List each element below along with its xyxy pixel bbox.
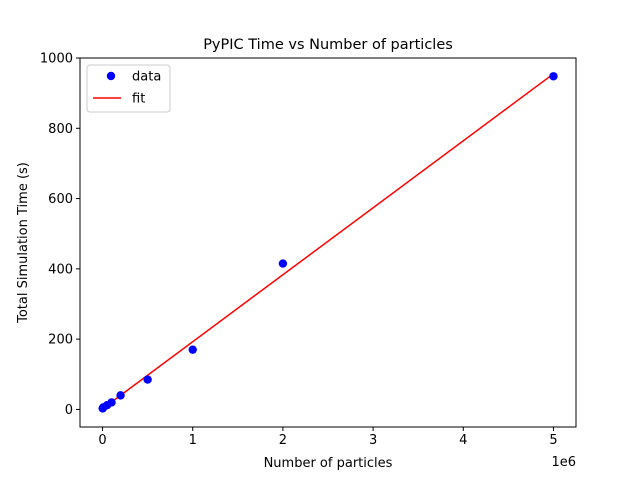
data-point (143, 375, 152, 384)
x-tick-label: 2 (279, 433, 287, 448)
data-point (116, 391, 125, 400)
legend-marker-data (106, 71, 116, 81)
legend-label-fit: fit (132, 92, 145, 107)
x-tick-label: 4 (459, 433, 467, 448)
plot-area (79, 57, 577, 428)
x-tick-label: 5 (549, 433, 557, 448)
x-tick-label: 3 (369, 433, 377, 448)
y-tick-label: 400 (48, 262, 73, 277)
y-tick-label: 600 (48, 192, 73, 207)
fit-line (102, 73, 554, 410)
data-point (188, 345, 197, 354)
x-axis-label: Number of particles (264, 456, 393, 471)
y-tick-label: 200 (48, 333, 73, 348)
legend: data fit (86, 64, 171, 113)
y-tick-label: 800 (48, 122, 73, 137)
x-axis-offset-label: 1e6 (551, 455, 576, 470)
y-tick-label: 1000 (40, 52, 73, 67)
series-layer (98, 72, 558, 413)
y-axis-ticks: 0 200 400 600 800 1000 (40, 52, 80, 418)
legend-label-data: data (132, 70, 161, 85)
data-point (107, 398, 116, 407)
x-tick-label: 1 (189, 433, 197, 448)
data-point (549, 72, 558, 81)
x-axis-ticks: 0 1 2 3 4 5 (98, 427, 558, 448)
chart-title: PyPIC Time vs Number of particles (203, 37, 453, 53)
data-point (278, 259, 288, 268)
y-axis-label: Total Simulation Time (s) (16, 162, 31, 324)
y-tick-label: 0 (65, 403, 73, 418)
x-tick-label: 0 (98, 433, 106, 448)
